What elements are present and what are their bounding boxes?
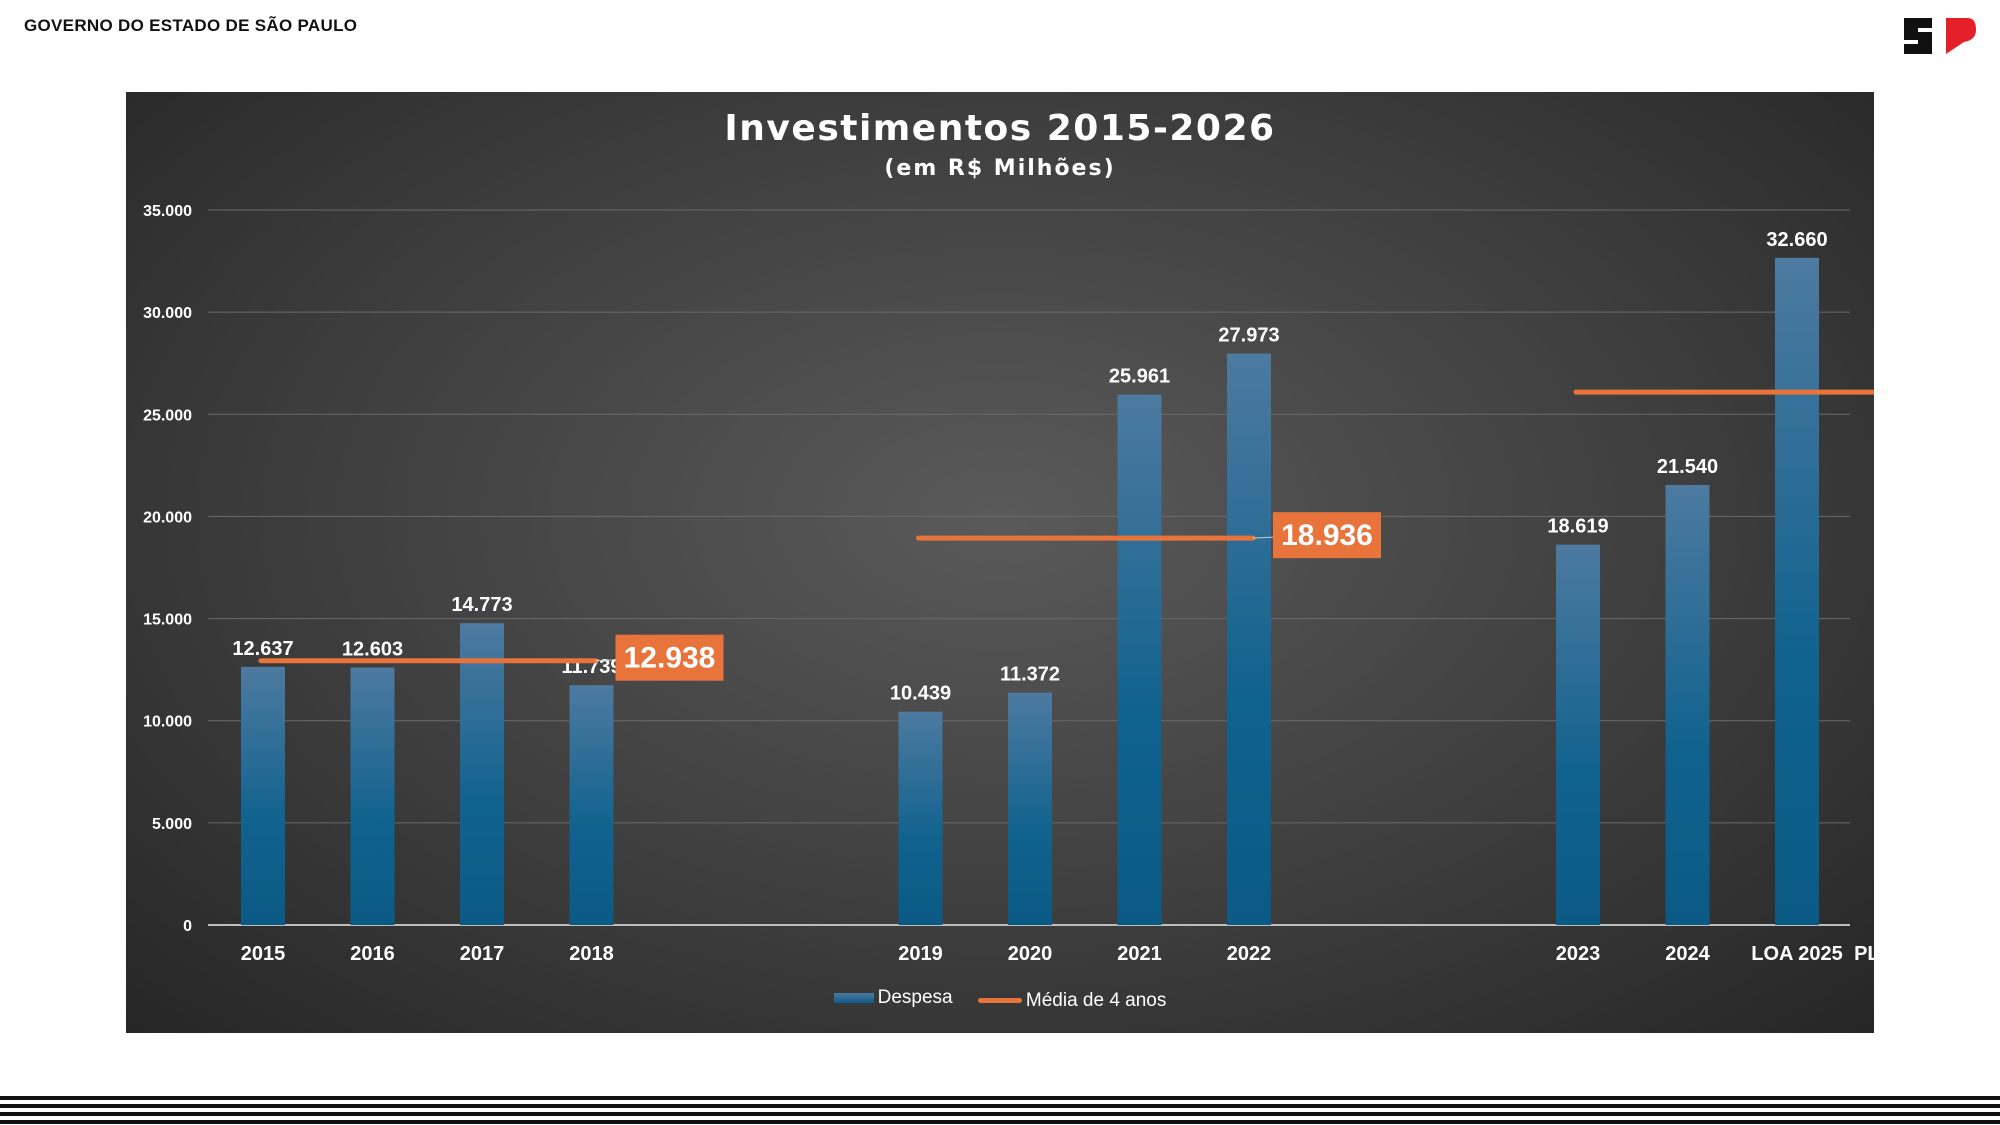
bar-value-label: 12.603: [342, 639, 403, 661]
bar-value-label: 27.973: [1218, 325, 1279, 347]
average-value-label: 12.938: [624, 642, 716, 675]
bar: [241, 666, 285, 925]
y-tick-label: 35.000: [143, 203, 192, 220]
y-tick-label: 5.000: [152, 816, 192, 833]
chart-legend: Despesa Média de 4 anos: [126, 987, 1874, 1012]
footer-stripe: [0, 1112, 2000, 1116]
bar-value-label: 18.619: [1547, 516, 1608, 538]
y-tick-label: 0: [183, 918, 192, 935]
x-tick-label: LOA 2025: [1751, 943, 1843, 965]
x-tick-label: PLOA 2026: [1854, 943, 1874, 965]
y-tick-label: 20.000: [143, 509, 192, 526]
bar: [1117, 394, 1162, 925]
x-tick-label: 2017: [460, 943, 505, 965]
average-label-box: [1273, 512, 1381, 559]
x-tick-label: 2020: [1008, 943, 1053, 965]
bar-value-label: 11.372: [1000, 664, 1060, 686]
footer-stripes: [0, 1096, 2000, 1125]
y-tick-label: 30.000: [143, 305, 192, 322]
bar: [898, 711, 943, 925]
legend-label-media: Média de 4 anos: [1025, 989, 1167, 1011]
y-tick-label: 10.000: [143, 714, 192, 731]
x-tick-label: 2023: [1556, 943, 1601, 965]
footer-stripe: [0, 1120, 2000, 1124]
chart-title: Investimentos 2015-2026: [724, 108, 1276, 149]
average-leader-line: [595, 659, 616, 662]
x-tick-label: 2024: [1665, 943, 1710, 965]
bar: [1556, 544, 1600, 925]
x-tick-label: 2018: [569, 943, 614, 965]
average-label-box: [615, 634, 724, 681]
bar-value-label: 14.773: [451, 594, 512, 616]
footer-stripe: [0, 1096, 2000, 1100]
legend-item-media: Média de 4 anos: [977, 989, 1167, 1012]
legend-item-despesa: Despesa: [833, 987, 953, 1009]
average-leader-line: [1252, 536, 1274, 539]
legend-swatch-line: [977, 998, 1022, 1003]
chart-panel: 0 5.000 10.000 15.000 20.000 25.000 30.000 35.0…: [126, 92, 1874, 1033]
bar: [1775, 257, 1819, 925]
page-header-title: GOVERNO DO ESTADO DE SÃO PAULO: [24, 16, 358, 35]
x-tick-label: 2022: [1227, 943, 1272, 965]
bar-value-label: 32.660: [1766, 229, 1827, 251]
legend-label-despesa: Despesa: [877, 987, 953, 1008]
bar: [1665, 484, 1710, 925]
bar-value-label: 25.961: [1109, 366, 1170, 388]
bar: [460, 623, 504, 925]
bar-value-label: 12.637: [232, 638, 293, 660]
x-tick-label: 2021: [1117, 943, 1162, 965]
bar: [350, 667, 395, 925]
legend-swatch-bar: [833, 993, 874, 1003]
chart-subtitle: (em R$ Milhões): [884, 156, 1116, 181]
bar: [1227, 353, 1271, 925]
footer-stripe: [0, 1104, 2000, 1108]
x-tick-label: 2016: [350, 943, 395, 965]
x-tick-label: 2015: [241, 943, 286, 965]
sp-logo: SP: [1904, 18, 1976, 54]
y-tick-label: 25.000: [143, 407, 192, 424]
y-tick-label: 15.000: [143, 612, 192, 629]
bar: [569, 685, 614, 925]
bar-chart: 0 5.000 10.000 15.000 20.000 25.000 30.000 35.0…: [143, 203, 1874, 965]
bar-value-label: 21.540: [1657, 456, 1718, 478]
average-value-label: 18.936: [1281, 519, 1373, 552]
bar-value-label: 10.439: [890, 683, 951, 705]
x-tick-label: 2019: [898, 943, 943, 965]
bar: [1008, 692, 1052, 925]
